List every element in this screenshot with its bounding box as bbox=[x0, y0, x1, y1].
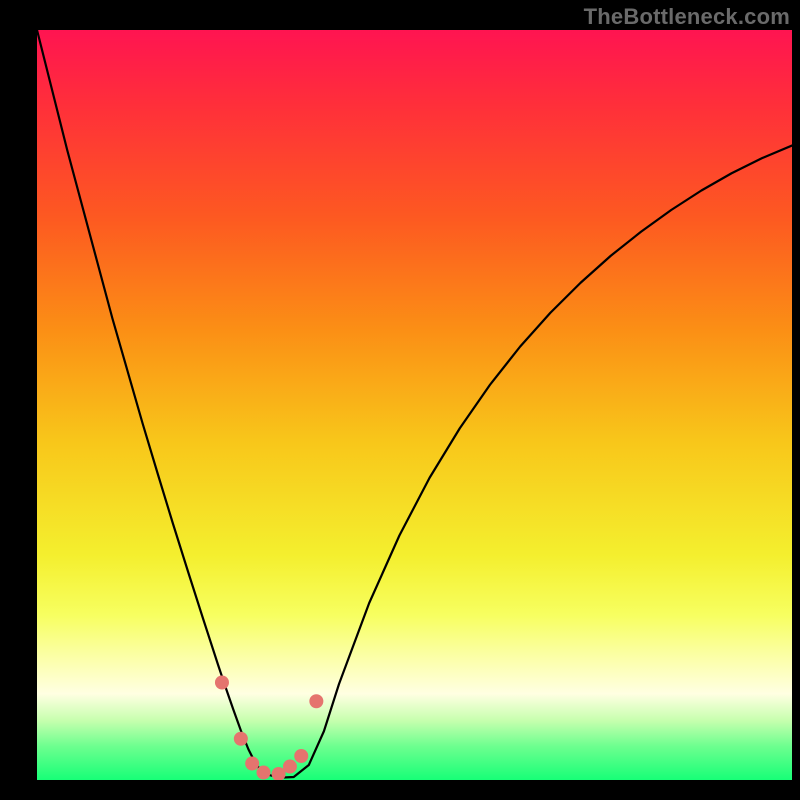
marker-dot bbox=[309, 694, 323, 708]
plot-svg bbox=[37, 30, 792, 780]
marker-dot bbox=[245, 757, 259, 771]
bottleneck-curve bbox=[37, 30, 792, 778]
marker-dot bbox=[234, 732, 248, 746]
marker-dot bbox=[257, 766, 271, 780]
watermark-text: TheBottleneck.com bbox=[584, 4, 790, 30]
marker-dot bbox=[283, 760, 297, 774]
plot-area bbox=[37, 30, 792, 780]
marker-dot bbox=[294, 749, 308, 763]
marker-dot bbox=[215, 676, 229, 690]
marker-group bbox=[215, 676, 323, 781]
chart-frame: TheBottleneck.com bbox=[0, 0, 800, 800]
